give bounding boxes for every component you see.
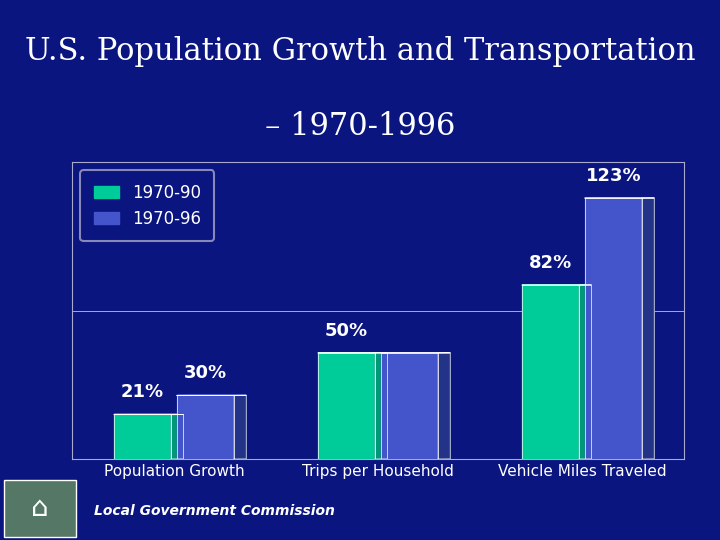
- Legend: 1970-90, 1970-96: 1970-90, 1970-96: [81, 170, 215, 241]
- FancyBboxPatch shape: [4, 480, 76, 537]
- Text: 82%: 82%: [529, 254, 572, 272]
- Polygon shape: [171, 414, 184, 459]
- Polygon shape: [438, 353, 450, 459]
- Text: U.S. Population Growth and Transportation: U.S. Population Growth and Transportatio…: [24, 36, 696, 68]
- Polygon shape: [522, 285, 579, 459]
- Polygon shape: [585, 198, 642, 459]
- Text: Local Government Commission: Local Government Commission: [94, 504, 335, 518]
- Text: ⌂: ⌂: [31, 494, 48, 522]
- Polygon shape: [58, 475, 720, 540]
- Polygon shape: [234, 395, 246, 459]
- Polygon shape: [375, 353, 387, 459]
- Text: – 1970-1996: – 1970-1996: [265, 111, 455, 142]
- Polygon shape: [579, 285, 591, 459]
- Polygon shape: [642, 198, 654, 459]
- Text: 50%: 50%: [325, 322, 368, 340]
- Polygon shape: [381, 353, 438, 459]
- Polygon shape: [177, 395, 234, 459]
- Text: 123%: 123%: [585, 167, 642, 185]
- Text: 30%: 30%: [184, 364, 227, 382]
- Polygon shape: [318, 353, 375, 459]
- Text: 21%: 21%: [121, 383, 164, 401]
- Polygon shape: [114, 415, 171, 459]
